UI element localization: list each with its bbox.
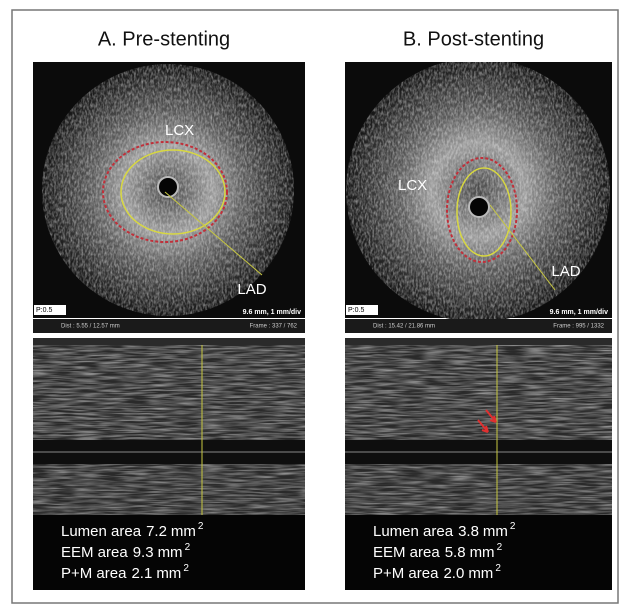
lcx-label: LCX bbox=[398, 177, 427, 194]
p-box bbox=[346, 305, 378, 315]
scale-label: 9.6 mm, 1 mm/div bbox=[550, 309, 608, 316]
measure-exponent: 2 bbox=[495, 563, 501, 574]
measurement: Lumen area 3.8 mm 2 bbox=[373, 521, 516, 540]
eem-contour bbox=[102, 141, 228, 243]
measure-exponent: 2 bbox=[497, 542, 503, 553]
measure-value: 5.8 bbox=[445, 544, 466, 561]
lad-label: LAD bbox=[551, 263, 580, 280]
measure-unit: mm bbox=[171, 523, 196, 540]
stent-arrow bbox=[477, 419, 489, 433]
measure-unit: mm bbox=[483, 523, 508, 540]
outer-frame bbox=[11, 9, 619, 604]
measure-name: P+M area bbox=[61, 565, 127, 582]
measure-name: EEM area bbox=[373, 544, 440, 561]
panel-title: B. Post-stenting bbox=[403, 28, 544, 50]
long-speckle bbox=[33, 345, 305, 440]
measure-name: Lumen area bbox=[61, 523, 142, 540]
measure-exponent: 2 bbox=[183, 563, 189, 574]
measurement: P+M area 2.1 mm 2 bbox=[61, 563, 189, 582]
eem-contour bbox=[446, 157, 518, 263]
measurement: P+M area 2.0 mm 2 bbox=[373, 563, 501, 582]
lad-line bbox=[164, 191, 263, 276]
measure-exponent: 2 bbox=[185, 542, 191, 553]
measure-value: 9.3 bbox=[133, 544, 154, 561]
lcx-label: LCX bbox=[165, 122, 194, 139]
measurement: EEM area 9.3 mm 2 bbox=[61, 542, 191, 561]
long-speckle bbox=[345, 345, 612, 440]
lad-label: LAD bbox=[237, 281, 266, 298]
measure-unit: mm bbox=[156, 565, 181, 582]
measure-value: 7.2 bbox=[146, 523, 167, 540]
lumen-contour bbox=[456, 167, 512, 257]
panel-image: LCX LAD P:0.5 9.6 mm, 1 mm/div Dist : 5.55 /… bbox=[33, 62, 305, 590]
measure-unit: mm bbox=[468, 565, 493, 582]
p-label: P:0.5 bbox=[36, 307, 52, 314]
info-bar bbox=[345, 319, 612, 333]
panel-title: A. Pre-stenting bbox=[98, 28, 230, 50]
catheter bbox=[157, 176, 179, 198]
panel: A. Pre-stenting LCX LAD P:0.5 9.6 mm, 1 mm/d… bbox=[33, 28, 305, 590]
frame-label: Frame : 337 / 762 bbox=[250, 324, 298, 330]
measure-value: 2.0 bbox=[443, 565, 464, 582]
measure-value: 3.8 bbox=[458, 523, 479, 540]
measure-box bbox=[33, 515, 305, 590]
dist-label: Dist : 15.42 / 21.86 mm bbox=[373, 324, 435, 330]
p-box bbox=[34, 305, 66, 315]
measure-exponent: 2 bbox=[198, 521, 204, 532]
info-bar bbox=[33, 319, 305, 333]
measure-value: 2.1 bbox=[131, 565, 152, 582]
measurement: Lumen area 7.2 mm 2 bbox=[61, 521, 204, 540]
measure-box bbox=[345, 515, 612, 590]
p-label: P:0.5 bbox=[348, 307, 364, 314]
measure-exponent: 2 bbox=[510, 521, 516, 532]
measure-name: Lumen area bbox=[373, 523, 454, 540]
frame-label: Frame : 995 / 1332 bbox=[553, 324, 604, 330]
measure-name: P+M area bbox=[373, 565, 439, 582]
measure-unit: mm bbox=[470, 544, 495, 561]
dist-label: Dist : 5.55 / 12.57 mm bbox=[61, 324, 120, 330]
panel: B. Post-stenting LCX LAD P:0.5 9.6 mm, 1 mm/… bbox=[345, 28, 612, 590]
scale-label: 9.6 mm, 1 mm/div bbox=[243, 309, 301, 316]
measurement: EEM area 5.8 mm 2 bbox=[373, 542, 503, 561]
long-speckle-lower bbox=[33, 464, 305, 518]
ivus-speckle bbox=[346, 62, 610, 322]
measure-unit: mm bbox=[158, 544, 183, 561]
lad-line bbox=[489, 204, 556, 291]
catheter bbox=[468, 196, 490, 218]
stent-arrow bbox=[485, 409, 497, 423]
panel-image: LCX LAD P:0.5 9.6 mm, 1 mm/div Dist : 15.42 … bbox=[345, 62, 612, 590]
long-speckle-lower bbox=[345, 464, 612, 518]
measure-name: EEM area bbox=[61, 544, 128, 561]
lumen-contour bbox=[120, 149, 226, 235]
